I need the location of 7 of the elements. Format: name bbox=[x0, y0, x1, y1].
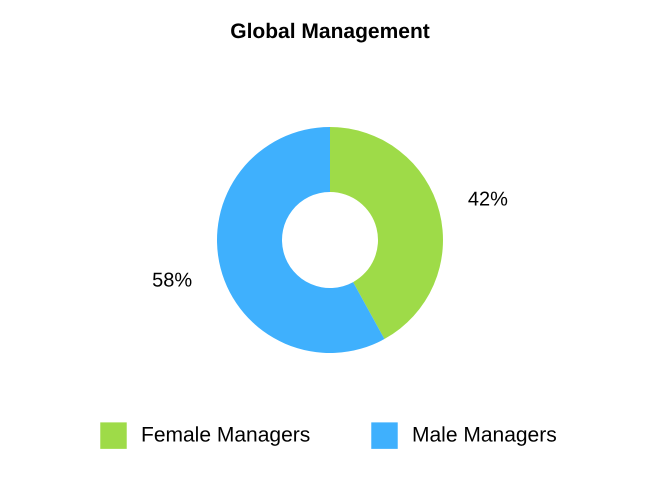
donut-slice bbox=[217, 127, 384, 353]
data-label: 58% bbox=[152, 270, 192, 292]
chart-title: Global Management bbox=[230, 20, 430, 43]
legend-label: Male Managers bbox=[412, 424, 557, 447]
donut-slice bbox=[330, 127, 443, 340]
data-label: 42% bbox=[468, 188, 508, 210]
legend-label: Female Managers bbox=[141, 424, 310, 447]
